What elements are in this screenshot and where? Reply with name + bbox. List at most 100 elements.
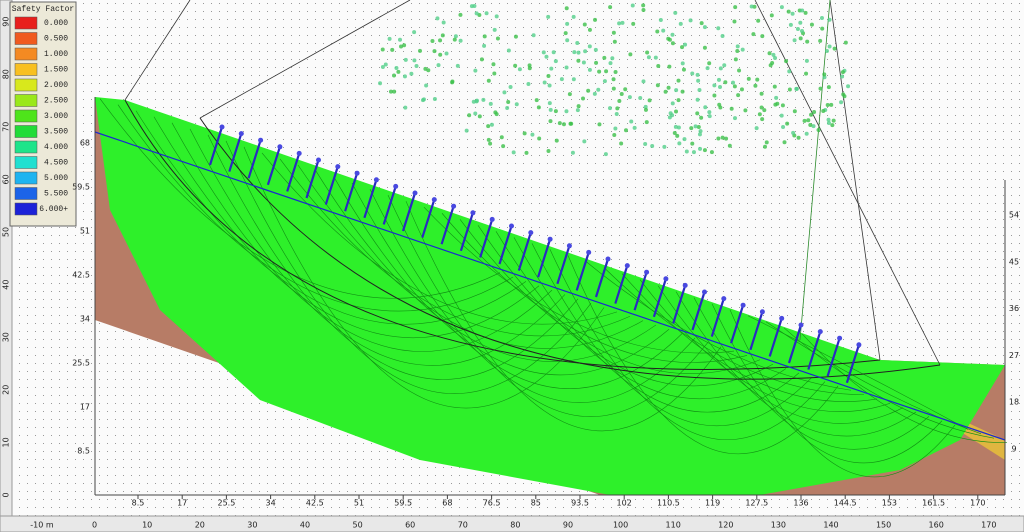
slip-center xyxy=(767,51,772,56)
slip-center xyxy=(424,83,429,88)
slip-center xyxy=(676,125,681,130)
slip-center xyxy=(575,108,580,113)
slip-center xyxy=(620,20,625,25)
slip-center xyxy=(581,96,586,101)
slip-center xyxy=(832,46,837,51)
slip-center xyxy=(695,97,700,102)
slip-center xyxy=(820,26,825,31)
slip-center xyxy=(798,20,803,25)
slip-center xyxy=(546,148,551,153)
bolt xyxy=(787,324,803,364)
slip-center xyxy=(565,38,570,43)
ruler-label: 30 xyxy=(247,521,257,530)
bolt xyxy=(421,199,436,238)
bottom-ruler xyxy=(0,515,1024,532)
slip-center xyxy=(763,144,768,149)
slip-center xyxy=(581,60,586,65)
slip-center xyxy=(827,44,832,49)
slip-center xyxy=(709,150,714,155)
slip-center xyxy=(670,41,675,46)
slip-center xyxy=(567,92,572,97)
slip-center xyxy=(582,139,587,144)
slip-center xyxy=(802,118,807,123)
bolt-head xyxy=(451,203,457,209)
slip-center xyxy=(697,88,702,93)
slip-center xyxy=(486,124,491,129)
bolt-head xyxy=(412,190,418,196)
slip-center xyxy=(561,122,566,127)
slip-center xyxy=(646,55,651,60)
slip-center xyxy=(712,83,717,88)
legend-label: 3.500 xyxy=(44,128,68,137)
slip-arc xyxy=(189,128,566,366)
slip-center xyxy=(812,110,817,115)
slip-center xyxy=(570,150,575,155)
slip-center xyxy=(575,41,580,46)
ruler-label: 0 xyxy=(92,521,97,530)
bolt xyxy=(749,311,764,351)
slip-arc xyxy=(495,231,787,400)
slip-arc xyxy=(441,213,748,363)
slip-center xyxy=(756,18,761,23)
slip-center xyxy=(613,126,618,131)
slip-center xyxy=(727,143,732,148)
slip-center xyxy=(587,27,592,32)
slip-center xyxy=(729,106,734,111)
slip-center xyxy=(458,12,463,17)
bolt xyxy=(498,225,513,265)
slip-center xyxy=(746,76,751,81)
slip-center xyxy=(796,135,801,140)
y-tick-label: 25.5 xyxy=(72,359,90,368)
slip-center xyxy=(629,119,634,124)
slip-center xyxy=(438,38,443,43)
bolt-head xyxy=(470,210,476,216)
slip-center xyxy=(641,3,646,8)
bolt xyxy=(807,331,822,370)
slip-center xyxy=(720,135,725,140)
slip-center xyxy=(576,50,581,55)
slip-center xyxy=(674,88,679,93)
slip-arc xyxy=(117,104,514,312)
slip-center xyxy=(474,98,479,103)
slip-center xyxy=(582,22,587,27)
slip-center xyxy=(617,21,622,26)
slip-center xyxy=(662,144,667,149)
slip-center xyxy=(724,136,729,141)
slip-center xyxy=(594,60,599,65)
slip-arc xyxy=(459,219,761,374)
slip-center xyxy=(795,26,800,31)
slip-center xyxy=(619,91,624,96)
slip-center xyxy=(762,108,767,113)
slip-center xyxy=(757,112,762,117)
slip-center xyxy=(568,121,573,126)
slip-center xyxy=(678,21,683,26)
slip-center xyxy=(486,78,491,83)
slip-center xyxy=(645,50,650,55)
legend-swatch xyxy=(14,47,38,61)
slip-center xyxy=(467,113,472,118)
slip-center xyxy=(517,67,522,72)
ruler-label: 60 xyxy=(2,174,11,184)
bolt xyxy=(228,133,243,172)
slip-center xyxy=(718,66,723,71)
slip-center xyxy=(831,118,836,123)
slip-center xyxy=(440,33,445,38)
x-tick-label: 102 xyxy=(617,499,632,508)
ruler-label: 90 xyxy=(2,17,11,27)
slip-center xyxy=(682,137,687,142)
slip-center xyxy=(673,124,678,129)
slip-center xyxy=(537,136,542,141)
slip-center xyxy=(735,44,740,49)
bolt-head xyxy=(702,289,707,295)
ruler-label: 40 xyxy=(300,521,310,530)
slip-arc xyxy=(387,195,709,417)
slip-center xyxy=(737,68,742,73)
bolt xyxy=(691,291,706,331)
bolt-head xyxy=(566,243,572,249)
legend-swatch xyxy=(14,125,38,138)
slip-center xyxy=(491,62,496,67)
legend-swatch xyxy=(14,63,38,76)
slip-center xyxy=(818,38,823,43)
slip-center xyxy=(731,80,736,85)
slip-center xyxy=(403,57,408,62)
